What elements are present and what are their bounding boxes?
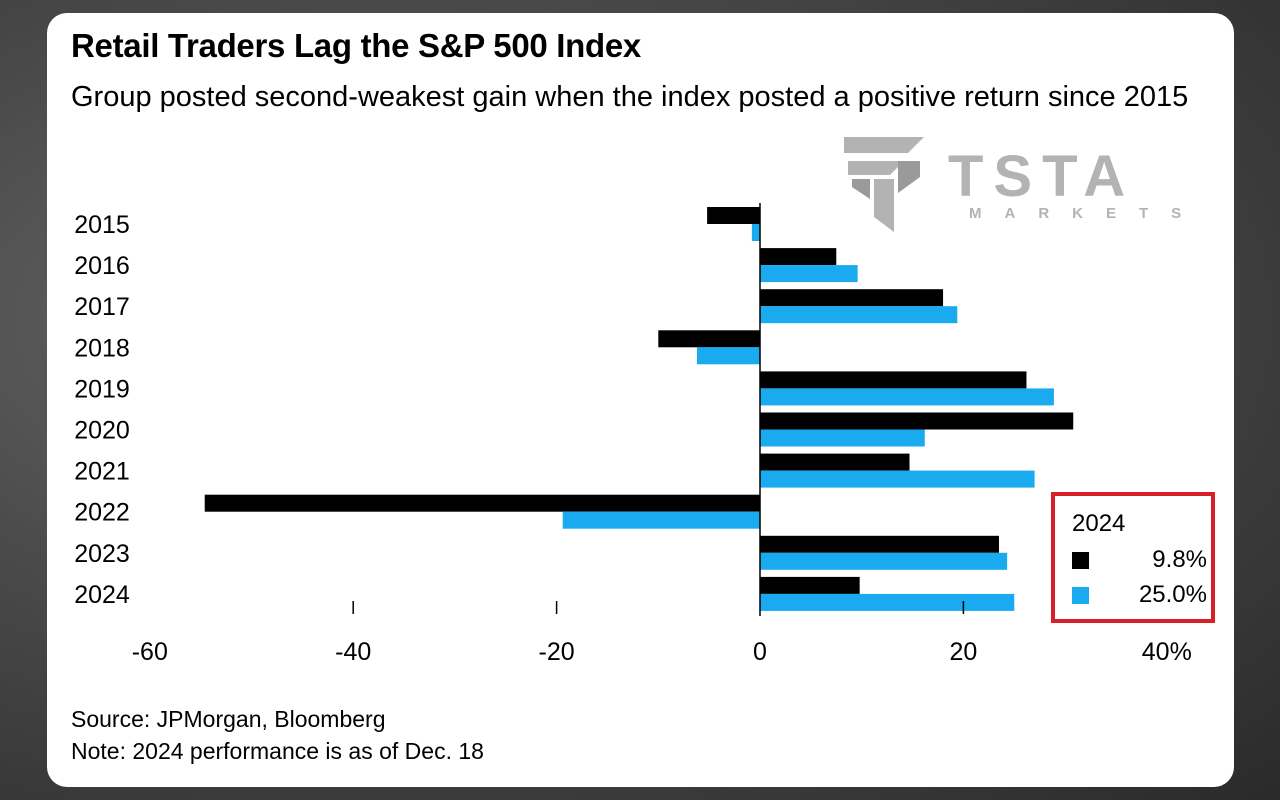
bar-chart: 2015 2016 2017 2018 2019 2020 2021 2022 2023 2024… (74, 203, 1192, 666)
bar-2017-series-0 (760, 289, 944, 307)
bar-2016-series-1 (760, 265, 858, 283)
watermark-word: TSTA (948, 144, 1136, 209)
legend-item-retail: 9.8% (1072, 546, 1207, 574)
chart-subtitle: Group posted second-weakest gain when th… (71, 81, 1189, 113)
bar-2020-series-1 (760, 429, 925, 447)
y-tick-label-2017: 2017 (74, 293, 130, 321)
bar-2015-series-1 (751, 224, 760, 241)
legend-value-retail: 9.8% (1152, 546, 1207, 573)
tsta-logo-icon (844, 137, 924, 232)
legend: 2024 9.8% 25.0% (1051, 492, 1215, 623)
bar-2021-series-0 (760, 453, 910, 471)
x-tick-label-0: -60 (132, 638, 168, 666)
bar-2016-series-0 (760, 248, 837, 266)
footer-note: Note: 2024 performance is as of Dec. 18 (71, 738, 484, 764)
legend-swatch-black (1072, 552, 1089, 569)
bar-2019-series-1 (760, 388, 1054, 406)
y-tick-label-2015: 2015 (74, 211, 130, 239)
bar-2018-series-1 (696, 347, 760, 365)
bar-2024-series-1 (760, 593, 1015, 611)
bar-2017-series-1 (760, 306, 958, 324)
y-tick-label-2018: 2018 (74, 334, 130, 362)
x-tick-label-3: 0 (753, 638, 767, 666)
y-tick-label-2023: 2023 (74, 540, 130, 568)
footer-source: Source: JPMorgan, Bloomberg (71, 706, 386, 732)
watermark-subword: MARKETS (969, 205, 1205, 222)
bar-2023-series-1 (760, 552, 1008, 570)
bar-2021-series-1 (760, 470, 1035, 488)
watermark-logo: TSTA MARKETS (844, 137, 1214, 237)
legend-value-sp500: 25.0% (1138, 581, 1207, 608)
bar-2020-series-0 (760, 412, 1074, 430)
x-tick-label-5: 40% (1142, 638, 1192, 666)
x-tick-label-2: -20 (539, 638, 575, 666)
legend-item-sp500: 25.0% (1072, 581, 1207, 609)
bar-2018-series-0 (658, 330, 760, 348)
bar-2022-series-1 (562, 511, 760, 529)
legend-title: 2024 (1072, 510, 1126, 537)
x-tick-label-1: -40 (335, 638, 371, 666)
y-tick-label-2024: 2024 (74, 581, 130, 609)
bar-2023-series-0 (760, 535, 999, 553)
chart-title: Retail Traders Lag the S&P 500 Index (71, 27, 641, 64)
y-tick-label-2019: 2019 (74, 375, 130, 403)
y-tick-label-2016: 2016 (74, 252, 130, 280)
bar-2022-series-0 (204, 494, 760, 512)
bar-2019-series-0 (760, 371, 1027, 389)
legend-swatch-blue (1072, 587, 1089, 604)
y-tick-label-2021: 2021 (74, 458, 130, 486)
x-tick-label-4: 20 (949, 638, 977, 666)
bar-2015-series-0 (707, 207, 760, 224)
chart-card: Retail Traders Lag the S&P 500 Index Gro… (47, 13, 1234, 787)
y-tick-label-2020: 2020 (74, 417, 130, 445)
y-tick-label-2022: 2022 (74, 499, 130, 527)
bar-2024-series-0 (760, 576, 860, 594)
